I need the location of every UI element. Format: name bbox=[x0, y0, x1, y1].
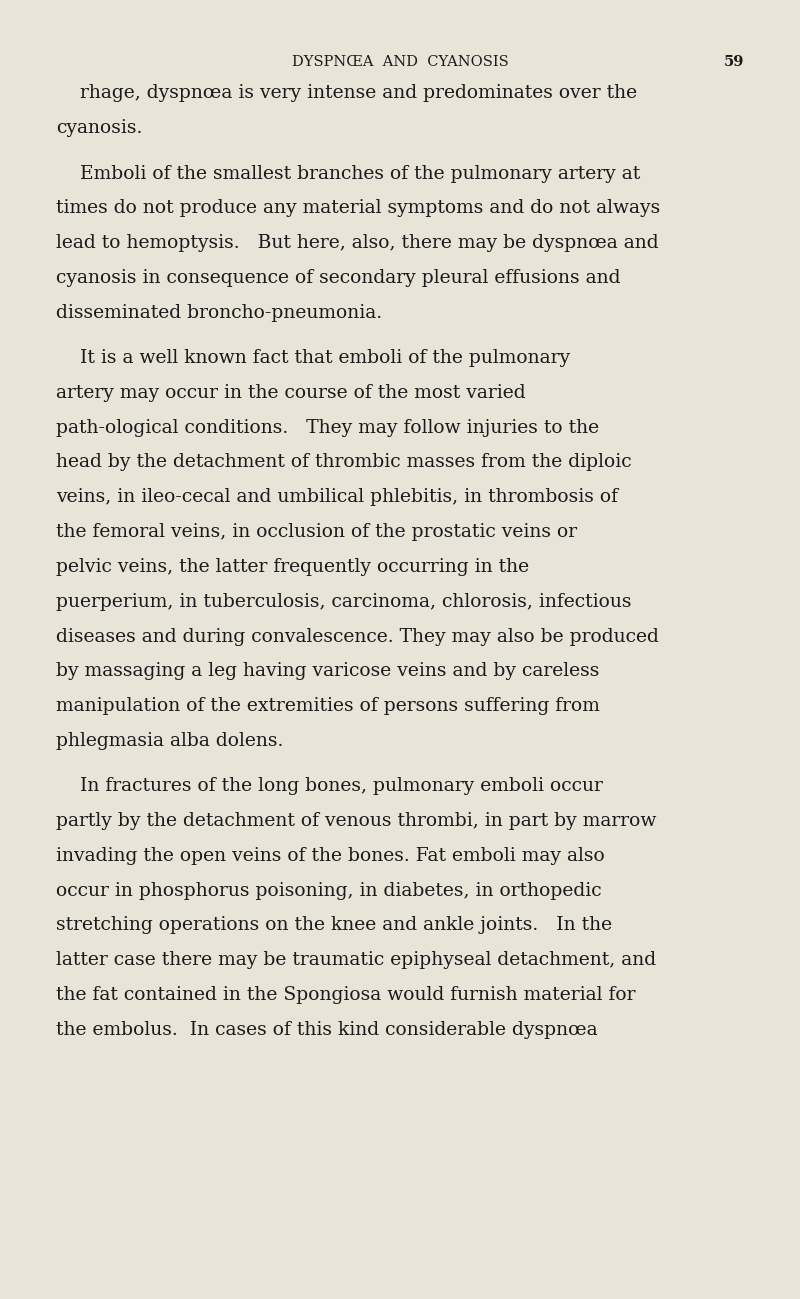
Text: veins, in ileo-cecal and umbilical phlebitis, in thrombosis of: veins, in ileo-cecal and umbilical phleb… bbox=[56, 488, 618, 507]
Text: manipulation of the extremities of persons suffering from: manipulation of the extremities of perso… bbox=[56, 698, 600, 716]
Text: Emboli of the smallest branches of the pulmonary artery at: Emboli of the smallest branches of the p… bbox=[56, 165, 640, 182]
Text: disseminated broncho­pneumonia.: disseminated broncho­pneumonia. bbox=[56, 304, 382, 322]
Text: 59: 59 bbox=[724, 55, 744, 69]
Text: the embolus.  In cases of this kind considerable dyspnœa: the embolus. In cases of this kind consi… bbox=[56, 1021, 598, 1039]
Text: lead to hemoptysis.   But here, also, there may be dyspnœa and: lead to hemoptysis. But here, also, ther… bbox=[56, 234, 658, 252]
Text: path­ological conditions.   They may follow injuries to the: path­ological conditions. They may follo… bbox=[56, 418, 599, 436]
Text: phlegmasia alba dolens.: phlegmasia alba dolens. bbox=[56, 731, 283, 750]
Text: DYSPNŒA  AND  CYANOSIS: DYSPNŒA AND CYANOSIS bbox=[292, 55, 508, 69]
Text: pelvic veins, the latter frequently occurring in the: pelvic veins, the latter frequently occu… bbox=[56, 557, 529, 575]
Text: the fat contained in the Spongiosa would furnish material for: the fat contained in the Spongiosa would… bbox=[56, 986, 635, 1004]
Text: rhage, dyspnœa is very intense and predominates over the: rhage, dyspnœa is very intense and predo… bbox=[56, 84, 637, 103]
Text: diseases and during convalescence. They may also be produced: diseases and during convalescence. They … bbox=[56, 627, 659, 646]
Text: artery may occur in the course of the most varied: artery may occur in the course of the mo… bbox=[56, 383, 526, 401]
Text: stretching operations on the knee and ankle joints.   In the: stretching operations on the knee and an… bbox=[56, 917, 612, 934]
Text: occur in phosphorus poisoning, in diabetes, in orthopedic: occur in phosphorus poisoning, in diabet… bbox=[56, 882, 602, 900]
Text: puerperium, in tuberculosis, carcinoma, chlorosis, infectious: puerperium, in tuberculosis, carcinoma, … bbox=[56, 592, 631, 611]
Text: cyanosis in consequence of secondary pleural effusions and: cyanosis in consequence of secondary ple… bbox=[56, 269, 621, 287]
Text: by massaging a leg having varicose veins and by careless: by massaging a leg having varicose veins… bbox=[56, 662, 599, 681]
Text: In fractures of the long bones, pulmonary emboli occur: In fractures of the long bones, pulmonar… bbox=[56, 777, 603, 795]
Text: times do not produce any material symptoms and do not always: times do not produce any material sympto… bbox=[56, 199, 660, 217]
Text: latter case there may be traumatic epiphyseal detachment, and: latter case there may be traumatic epiph… bbox=[56, 951, 656, 969]
Text: It is a well known fact that emboli of the pulmonary: It is a well known fact that emboli of t… bbox=[56, 349, 570, 368]
Text: partly by the detachment of venous thrombi, in part by marrow: partly by the detachment of venous throm… bbox=[56, 812, 656, 830]
Text: invading the open veins of the bones. Fat emboli may also: invading the open veins of the bones. Fa… bbox=[56, 847, 605, 865]
Text: the femoral veins, in occlusion of the prostatic veins or: the femoral veins, in occlusion of the p… bbox=[56, 523, 577, 542]
Text: head by the detachment of thrombic masses from the diploic: head by the detachment of thrombic masse… bbox=[56, 453, 632, 472]
Text: cyanosis.: cyanosis. bbox=[56, 120, 142, 138]
